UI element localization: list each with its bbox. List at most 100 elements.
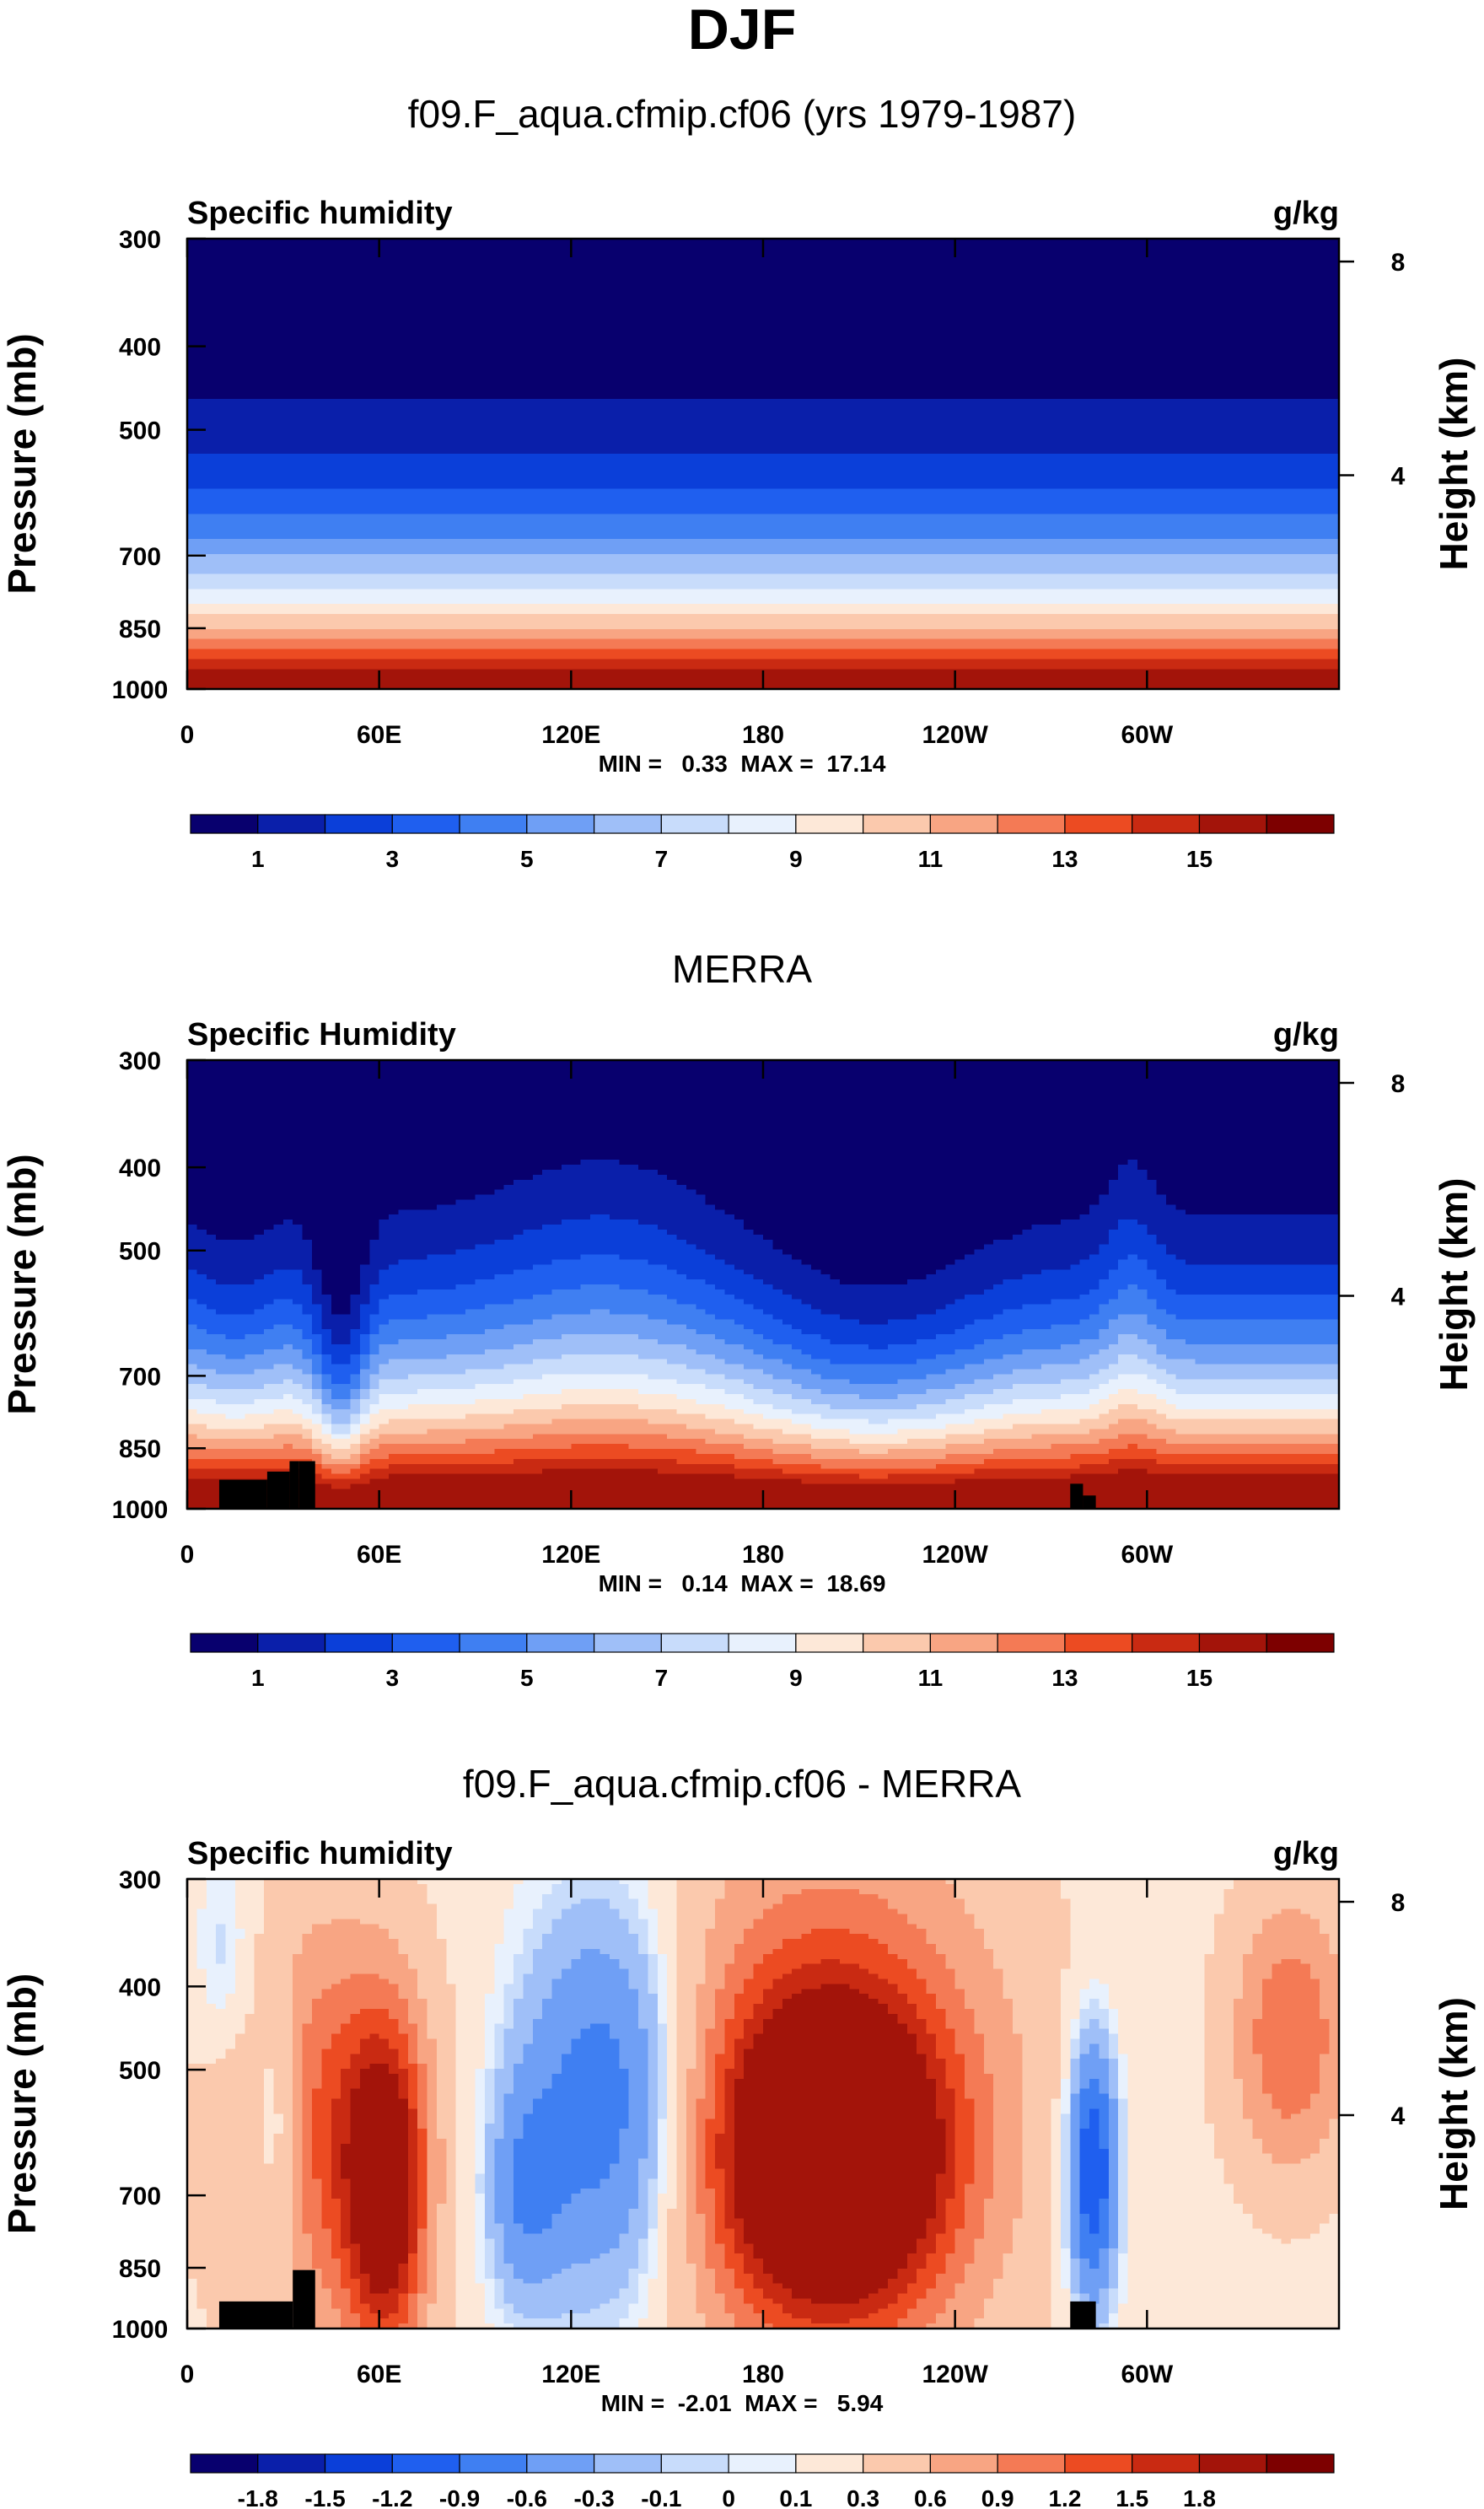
heatmap-cell	[887, 1473, 1071, 1480]
heatmap-cell	[715, 1999, 735, 2005]
heatmap-cell	[628, 2278, 639, 2285]
heatmap-cell	[321, 2054, 352, 2059]
colorbar-swatch	[1132, 1633, 1201, 1653]
heatmap-cell	[753, 1304, 812, 1311]
heatmap-cell	[744, 2064, 928, 2070]
heatmap-cell	[187, 459, 1340, 465]
heatmap-cell	[753, 2004, 783, 2010]
heatmap-cell	[196, 1948, 217, 1955]
heatmap-cell	[350, 2264, 361, 2269]
heatmap-cell	[494, 1989, 505, 1995]
heatmap-cell	[763, 2313, 793, 2319]
heatmap-cell	[341, 2168, 409, 2175]
heatmap-cell	[551, 2223, 630, 2230]
heatmap-cell	[917, 1339, 985, 1345]
heatmap-cell	[1204, 2093, 1244, 2100]
heatmap-cell	[513, 2173, 610, 2179]
heatmap-cell	[657, 1973, 668, 1980]
heatmap-cell	[293, 1973, 352, 1980]
heatmap-cell	[965, 1909, 1071, 1915]
heatmap-cell	[686, 2134, 696, 2140]
heatmap-cell	[455, 2189, 476, 2194]
heatmap-cell	[1300, 1909, 1340, 1915]
heatmap-cell	[705, 1279, 764, 1285]
heatmap-cell	[513, 2213, 553, 2220]
heatmap-cell	[369, 1239, 495, 1246]
heatmap-cell	[359, 1458, 370, 1465]
heatmap-cell	[417, 2228, 428, 2235]
heatmap-cell	[465, 1413, 707, 1420]
heatmap-cell	[705, 2033, 726, 2040]
heatmap-cell	[187, 439, 1340, 444]
heatmap-cell	[1060, 2213, 1071, 2220]
heatmap-cell	[1137, 1254, 1177, 1261]
heatmap-cell	[840, 1958, 908, 1965]
heatmap-cell	[379, 1225, 543, 1230]
heatmap-cell	[763, 2318, 812, 2324]
heatmap-cell	[1243, 2078, 1263, 2085]
heatmap-cell	[302, 2208, 322, 2215]
heatmap-cell	[321, 1413, 332, 1420]
heatmap-cell	[1156, 1234, 1340, 1241]
heatmap-cell	[455, 2108, 476, 2114]
heatmap-cell	[1070, 2073, 1081, 2080]
heatmap-cell	[561, 2059, 620, 2065]
heatmap-cell	[667, 2148, 678, 2155]
heatmap-cell	[734, 2173, 937, 2179]
heatmap-cell	[657, 2103, 668, 2110]
heatmap-cell	[705, 2124, 726, 2129]
heatmap-cell	[1079, 1419, 1119, 1425]
heatmap-cell	[331, 1389, 352, 1395]
heatmap-cell	[369, 2273, 400, 2280]
heatmap-cell	[187, 1948, 197, 1955]
heatmap-cell	[206, 1994, 227, 2000]
heatmap-cell	[676, 1924, 716, 1930]
heatmap-cell	[1204, 1989, 1244, 1995]
heatmap-cell	[648, 2213, 659, 2220]
heatmap-cell	[302, 2194, 322, 2199]
heatmap-cell	[245, 1934, 255, 1940]
heatmap-cell	[379, 1394, 524, 1400]
heatmap-cell	[359, 2293, 400, 2300]
variable-label: Specific Humidity	[187, 1017, 456, 1053]
heatmap-cell	[359, 2043, 390, 2049]
heatmap-cell	[513, 2078, 553, 2085]
heatmap-cell	[638, 2203, 648, 2210]
heatmap-cell	[225, 2049, 293, 2054]
heatmap-cell	[734, 2119, 946, 2124]
heatmap-cell	[667, 2073, 678, 2080]
heatmap-cell	[234, 1939, 255, 1945]
height-axis: 84 Height (km)	[1339, 1889, 1476, 2210]
heatmap-cell	[446, 1958, 495, 1965]
heatmap-cell	[475, 2208, 486, 2215]
heatmap-cell	[1099, 1304, 1158, 1311]
heatmap-cell	[974, 2124, 994, 2129]
heatmap-cell	[542, 1939, 639, 1945]
heatmap-cell	[657, 2264, 668, 2269]
heatmap-cell	[216, 1369, 255, 1375]
heatmap-cell	[187, 2059, 217, 2065]
heatmap-cell	[648, 1963, 659, 1970]
heatmap-cell	[187, 2129, 265, 2135]
heatmap-cell	[293, 2178, 304, 2184]
heatmap-cell	[1166, 1398, 1340, 1405]
heatmap-cell	[1233, 2028, 1254, 2035]
colorbar-swatch	[1132, 814, 1201, 834]
heatmap-cell	[906, 1994, 937, 2000]
heatmap-cell	[1108, 2248, 1119, 2254]
heatmap-cell	[917, 2004, 937, 2010]
heatmap-cell	[1214, 1934, 1254, 1940]
heatmap-cell	[1118, 2124, 1129, 2129]
heatmap-cell	[225, 2054, 293, 2059]
heatmap-cell	[763, 1994, 793, 2000]
y-axis-title: Pressure (mb)	[0, 1154, 44, 1414]
heatmap-cell	[1079, 2049, 1090, 2054]
heatmap-cell	[302, 2093, 313, 2100]
heatmap-cell	[705, 1939, 745, 1945]
heatmap-cell	[187, 1398, 217, 1405]
heatmap-cell	[1118, 1289, 1148, 1295]
heatmap-cell	[484, 2119, 495, 2124]
heatmap-cell	[734, 2273, 755, 2280]
heatmap-cell	[446, 1979, 495, 1984]
heatmap-cell	[341, 2023, 400, 2030]
